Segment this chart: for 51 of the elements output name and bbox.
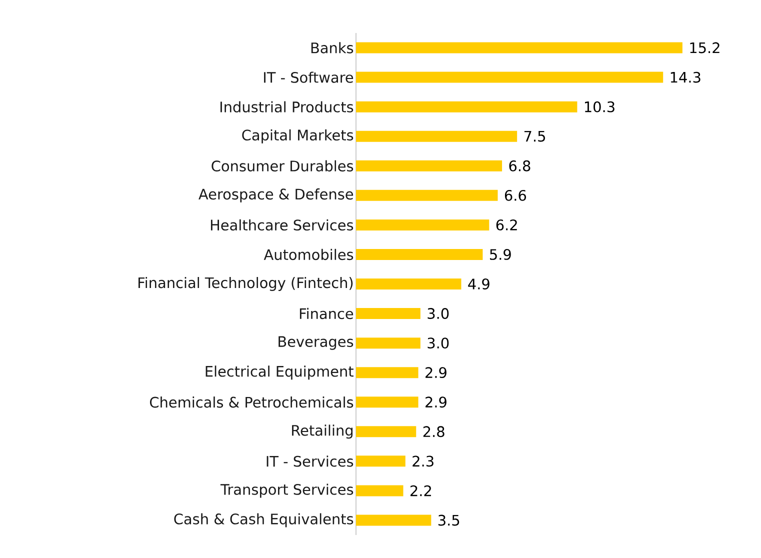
y-tick-label: Consumer Durables: [212, 160, 354, 172]
y-tick-label: Automobiles: [264, 248, 354, 260]
data-label: 3.5: [438, 514, 460, 526]
bar: [356, 338, 420, 349]
bar: [356, 308, 420, 320]
bar: [356, 278, 462, 290]
y-tick-label: Healthcare Services: [210, 219, 354, 231]
bar: [356, 130, 518, 142]
y-tick-label: Retailing: [292, 424, 353, 439]
bar: [356, 42, 682, 54]
data-label: 2.3: [412, 456, 434, 467]
bar: [356, 426, 416, 438]
y-tick-label: Industrial Products: [220, 101, 354, 112]
data-label: 6.8: [509, 160, 530, 172]
data-label: 2.8: [423, 426, 444, 438]
y-tick-label: IT - Software: [264, 72, 354, 83]
bar: [356, 219, 490, 230]
data-label: 7.5: [524, 130, 545, 142]
bar: [356, 160, 502, 172]
y-tick-label: Beverages: [278, 336, 354, 350]
y-tick-label: Capital Markets: [242, 129, 354, 144]
y-tick-label: Chemicals & Petrochemicals: [150, 396, 354, 408]
bar: [356, 101, 578, 112]
data-label: 2.9: [426, 367, 446, 378]
data-label: 3.0: [428, 308, 449, 319]
data-label: 5.9: [490, 249, 511, 260]
data-label: 14.3: [670, 72, 700, 83]
y-tick-label: Financial Technology (Fintech): [138, 277, 353, 291]
bar: [356, 248, 483, 260]
y-tick-label: Transport Services: [220, 484, 354, 498]
data-label: 6.2: [496, 219, 517, 230]
data-label: 3.0: [428, 338, 449, 349]
y-tick-label: Banks: [311, 42, 354, 54]
bar: [356, 485, 404, 496]
y-tick-label: Finance: [300, 308, 354, 320]
y-tick-label: Electrical Equipment: [206, 366, 354, 380]
data-label: 2.9: [426, 396, 446, 408]
data-label: 2.2: [410, 485, 431, 496]
data-label: 15.2: [690, 42, 720, 54]
y-tick-label: Cash & Cash Equivalents: [174, 513, 354, 528]
bar: [356, 456, 406, 467]
data-label: 6.6: [504, 190, 526, 201]
bar: [356, 514, 432, 526]
bar: [356, 396, 418, 408]
bar: [356, 190, 498, 201]
bar: [356, 367, 418, 378]
y-tick-label: IT - Services: [266, 456, 354, 467]
bar: [356, 72, 664, 83]
y-tick-label: Aerospace & Defense: [198, 188, 354, 202]
data-label: 4.9: [468, 278, 490, 290]
data-label: 10.3: [584, 101, 614, 112]
